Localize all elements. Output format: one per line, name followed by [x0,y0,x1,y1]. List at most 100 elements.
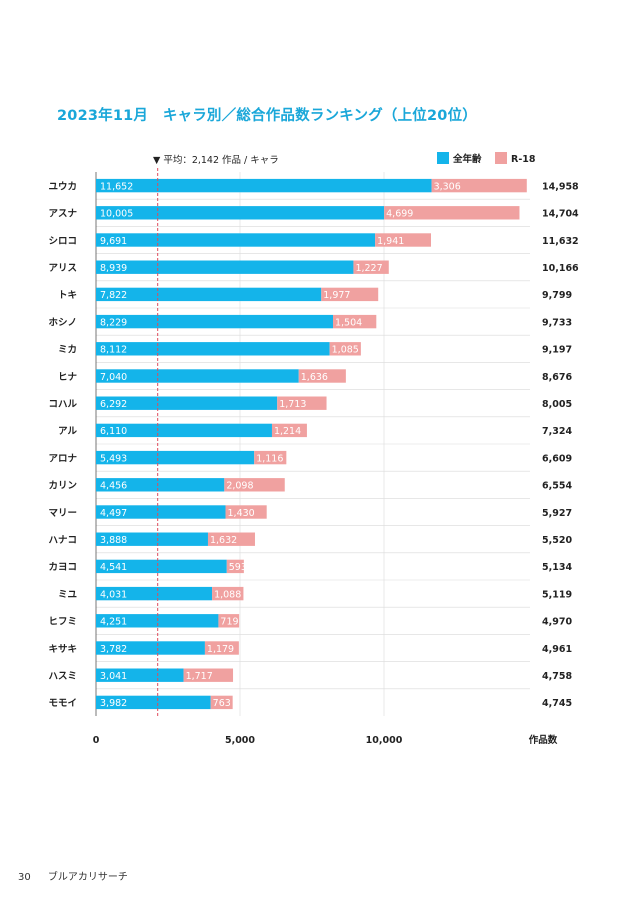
bar-label-all-ages: 4,456 [100,481,127,492]
bar-all-ages [96,478,225,492]
category-label: モモイ [48,698,77,709]
category-label: ハスミ [48,671,77,682]
category-label: ユウカ [48,181,77,192]
bar-label-r18: 1,214 [274,426,301,437]
bar-r18 [210,695,233,710]
page-number: 30 [18,872,31,883]
bar-all-ages [96,178,432,193]
bar-label-all-ages: 5,493 [100,453,127,464]
total-label: 4,961 [542,644,572,655]
bar-label-r18: 1,116 [256,453,283,464]
bar-label-all-ages: 4,251 [100,617,127,628]
bar-label-r18: 719 [220,617,238,628]
bar-r18 [226,559,244,574]
bar-r18 [204,641,239,655]
bar-label-r18: 763 [213,698,231,709]
bar-all-ages [96,641,205,655]
bar-r18 [212,586,244,601]
bar-all-ages [96,695,211,710]
bar-all-ages [96,287,322,302]
bar-all-ages [96,586,213,601]
legend-label-r18: R-18 [511,154,536,165]
bar-label-r18: 1,430 [228,508,255,519]
bar-all-ages [96,396,278,410]
category-label: マリー [48,508,77,519]
total-label: 10,166 [542,263,579,274]
bar-r18 [431,178,527,193]
total-label: 7,324 [542,426,572,437]
x-tick-label: 0 [93,735,100,746]
bar-label-all-ages: 7,040 [100,372,127,383]
bar-all-ages [96,559,227,574]
bar-label-r18: 1,977 [323,290,350,301]
bar-label-all-ages: 6,110 [100,426,127,437]
bar-r18 [384,206,520,220]
total-label: 9,197 [542,345,572,356]
bar-label-all-ages: 3,782 [100,644,127,655]
bar-r18 [254,450,287,465]
category-label: アスナ [48,209,77,220]
legend-label-all-ages: 全年齢 [452,153,482,165]
category-label: ハナコ [48,535,77,546]
bar-r18 [321,287,379,302]
bar-label-all-ages: 3,041 [100,671,127,682]
bar-r18 [298,369,346,383]
bar-label-r18: 1,179 [207,644,234,655]
category-label: トキ [58,290,77,301]
bar-all-ages [96,314,333,329]
bar-label-r18: 4,699 [386,209,413,220]
bar-label-r18: 1,085 [332,345,359,356]
bar-r18 [183,668,234,682]
bar-label-r18: 1,713 [279,399,306,410]
bar-r18 [224,478,285,492]
total-label: 5,927 [542,508,572,519]
bar-r18 [207,532,255,546]
total-label: 4,970 [542,617,572,628]
bar-r18 [375,233,432,247]
bar-all-ages [96,342,330,356]
total-label: 5,119 [542,589,572,600]
page-footer: 30 ブルアカリサーチ [18,868,128,883]
bar-label-all-ages: 8,112 [100,345,127,356]
bar-label-all-ages: 3,982 [100,698,127,709]
total-label: 6,609 [542,453,572,464]
bar-label-all-ages: 4,497 [100,508,127,519]
bar-all-ages [96,260,354,274]
bar-label-all-ages: 9,691 [100,236,127,247]
bar-label-r18: 1,227 [355,263,382,274]
bar-label-all-ages: 11,652 [100,181,133,192]
bar-all-ages [96,450,255,465]
total-label: 8,676 [542,372,572,383]
bar-label-all-ages: 8,939 [100,263,127,274]
category-label: コハル [48,399,77,410]
bar-label-r18: 1,504 [335,317,362,328]
total-label: 9,733 [542,317,572,328]
bar-r18 [218,614,240,628]
total-label: 4,758 [542,671,572,682]
total-label: 14,704 [542,209,579,220]
category-label: アリス [48,263,77,274]
total-label: 11,632 [542,236,579,247]
bar-all-ages [96,532,208,546]
bar-label-r18: 1,941 [377,236,404,247]
publication-name: ブルアカリサーチ [47,872,128,883]
bar-r18 [225,505,267,519]
total-label: 6,554 [542,481,572,492]
page-title: 2023年11月 キャラ別／総合作品数ランキング（上位20位） [57,108,477,124]
bar-label-all-ages: 7,822 [100,290,127,301]
bar-all-ages [96,505,226,519]
bar-r18 [277,396,327,410]
bar-r18 [271,423,307,438]
bar-label-all-ages: 10,005 [100,209,133,220]
bar-label-all-ages: 4,031 [100,589,127,600]
bar-all-ages [96,423,272,438]
average-label: ▼ 平均：2,142 作品 / キャラ [153,154,279,166]
category-label: アル [58,426,77,437]
category-label: ヒナ [58,372,77,383]
bar-label-r18: 1,636 [301,372,328,383]
bar-label-r18: 3,306 [434,181,461,192]
bar-r18 [353,260,389,274]
x-tick-label: 5,000 [225,735,255,746]
bar-r18 [329,342,361,356]
